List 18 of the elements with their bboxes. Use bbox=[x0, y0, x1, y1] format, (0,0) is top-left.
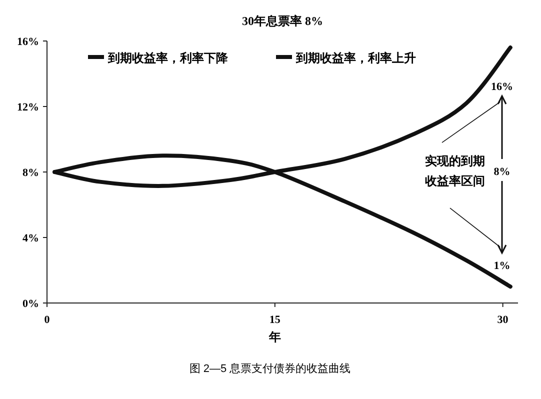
annotation: 8% bbox=[494, 166, 510, 178]
x-tick-label: 0 bbox=[44, 314, 50, 326]
y-tick-label: 8% bbox=[22, 167, 39, 179]
x-tick-label: 15 bbox=[269, 314, 281, 326]
legend-label: 到期收益率，利率上升 bbox=[295, 51, 416, 65]
chart-title: 30年息票率 8% bbox=[242, 14, 323, 28]
annotation: 实现的到期 bbox=[425, 154, 485, 168]
x-axis-title: 年 bbox=[268, 330, 281, 344]
y-tick-label: 4% bbox=[22, 232, 39, 244]
caption: 图 2—5 息票支付债券的收益曲线 bbox=[189, 362, 351, 375]
annotation: 1% bbox=[494, 260, 510, 272]
legend-label: 到期收益率，利率下降 bbox=[107, 51, 229, 65]
x-tick-label: 30 bbox=[497, 314, 509, 326]
y-tick-label: 16% bbox=[17, 36, 39, 48]
y-tick-label: 0% bbox=[22, 298, 39, 310]
y-tick-label: 12% bbox=[17, 102, 39, 114]
annotation: 收益率区间 bbox=[425, 174, 485, 188]
annotation: 16% bbox=[491, 81, 513, 93]
